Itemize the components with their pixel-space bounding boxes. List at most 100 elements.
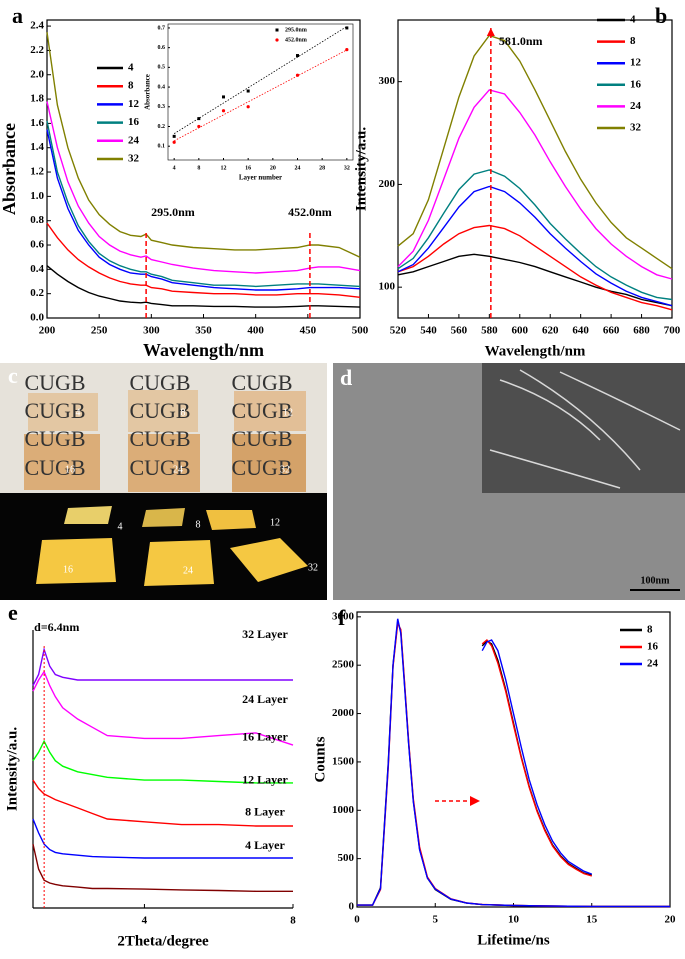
x-tick-label: 350 — [195, 325, 212, 337]
x-tick-label: 400 — [247, 325, 264, 337]
y-axis-label: Absorbance — [144, 74, 152, 110]
legend-label: 295.0nm — [285, 27, 307, 33]
data-line — [397, 34, 673, 270]
watermark: CUGB — [231, 398, 292, 423]
x-tick-label: 15 — [586, 914, 598, 926]
data-line — [46, 32, 361, 258]
film — [206, 510, 256, 530]
watermark: CUGB — [231, 455, 292, 480]
point — [172, 140, 176, 144]
chart: 520 540 560 580 600 620 640 660 680 700 100 200 300 W… — [353, 14, 680, 360]
sem-inset — [482, 363, 685, 493]
x-tick-label: 680 — [633, 325, 650, 337]
data-line — [32, 779, 293, 827]
chart: 4 8 2Theta/degree Intensity/a.u. 4 Layer 8 La… — [4, 620, 296, 950]
x-tick-label: 10 — [508, 914, 520, 926]
y-tick-label: 0.8 — [30, 214, 44, 226]
panel-label: b — [655, 3, 667, 28]
sample-label: 16 — [65, 464, 75, 475]
x-tick-label: 12 — [221, 165, 227, 171]
y-tick-label: 0.5 — [158, 65, 166, 71]
watermark: CUGB — [24, 426, 85, 451]
legend-label: 32 — [128, 153, 140, 165]
point — [197, 124, 201, 129]
data-line — [481, 639, 593, 877]
data-line — [46, 129, 361, 291]
sample-label: 24 — [173, 464, 183, 475]
film — [24, 434, 100, 490]
legend-swatch — [275, 38, 279, 42]
y-tick-label: 1.2 — [30, 166, 44, 178]
legend-label: 24 — [647, 658, 659, 670]
y-tick-label: 1000 — [332, 804, 355, 816]
y-tick-label: 2.4 — [30, 20, 44, 32]
watermark: CUGB — [24, 455, 85, 480]
x-tick-label: 8 — [290, 915, 296, 927]
film — [128, 390, 198, 432]
y-tick-label: 1.6 — [30, 117, 44, 129]
x-tick-label: 200 — [39, 325, 56, 337]
y-axis-label: Intensity/a.u. — [4, 727, 20, 811]
watermark: CUGB — [24, 398, 85, 423]
x-tick-label: 20 — [665, 914, 677, 926]
y-tick-label: 0.4 — [30, 263, 44, 275]
data-line — [32, 646, 293, 686]
x-tick-label: 0 — [354, 914, 360, 926]
film — [234, 391, 306, 431]
y-tick-label: 0.7 — [158, 25, 166, 31]
watermark: CUGB — [129, 398, 190, 423]
data-line — [32, 739, 293, 784]
watermark: CUGB — [231, 426, 292, 451]
sem-d: 100nm — [333, 363, 685, 600]
y-tick-label: 0.6 — [158, 45, 166, 51]
sample-label: 4 — [118, 521, 123, 532]
sample-label: 8 — [196, 519, 201, 530]
legend-label: 8 — [630, 35, 636, 47]
y-tick-label: 100 — [379, 281, 396, 293]
sample-label: 16 — [63, 564, 73, 575]
data-line — [481, 639, 593, 875]
x-tick-label: 250 — [91, 325, 108, 337]
sample-label: 24 — [183, 565, 193, 576]
x-axis-label: Layer number — [239, 174, 282, 182]
y-axis-label: Intensity/a.u. — [353, 127, 369, 211]
data-line — [46, 265, 361, 308]
x-tick-label: 540 — [420, 325, 437, 337]
legend-label: 452.0nm — [285, 37, 307, 43]
series-label: 4 Layer — [245, 838, 285, 852]
legend-label: 24 — [128, 134, 140, 146]
x-tick-label: 700 — [664, 325, 681, 337]
sample-label: 4 — [76, 407, 81, 418]
arrow-head — [470, 796, 480, 806]
sem-texture — [489, 369, 681, 489]
series-label: 8 Layer — [245, 805, 285, 819]
x-tick-label: 640 — [572, 325, 589, 337]
y-tick-label: 500 — [338, 852, 355, 864]
legend-label: 8 — [128, 80, 134, 92]
watermark: CUGB — [129, 426, 190, 451]
legend-label: 8 — [647, 624, 653, 636]
point — [296, 54, 299, 58]
point — [295, 73, 300, 77]
x-tick-label: 32 — [344, 165, 350, 171]
photo-c — [0, 363, 327, 600]
film — [230, 538, 308, 582]
y-tick-label: 0.2 — [158, 124, 166, 130]
sample-label: 32 — [280, 464, 290, 475]
y-axis-label: Counts — [312, 736, 328, 782]
x-tick-label: 28 — [319, 165, 325, 171]
y-tick-label: 300 — [379, 75, 396, 87]
panel-label: c — [8, 363, 18, 388]
y-tick-label: 0.3 — [158, 104, 166, 110]
legend-label: 4 — [630, 14, 636, 26]
y-tick-label: 2000 — [332, 707, 355, 719]
fit-line — [173, 49, 348, 142]
film — [64, 506, 112, 524]
scale-bar-label: 100nm — [641, 575, 671, 586]
legend-label: 16 — [647, 641, 659, 653]
legend-label: 16 — [128, 116, 140, 128]
x-axis-label: Wavelength/nm — [143, 340, 264, 360]
plot-frame — [167, 23, 354, 161]
film — [232, 434, 306, 492]
point — [172, 134, 176, 138]
